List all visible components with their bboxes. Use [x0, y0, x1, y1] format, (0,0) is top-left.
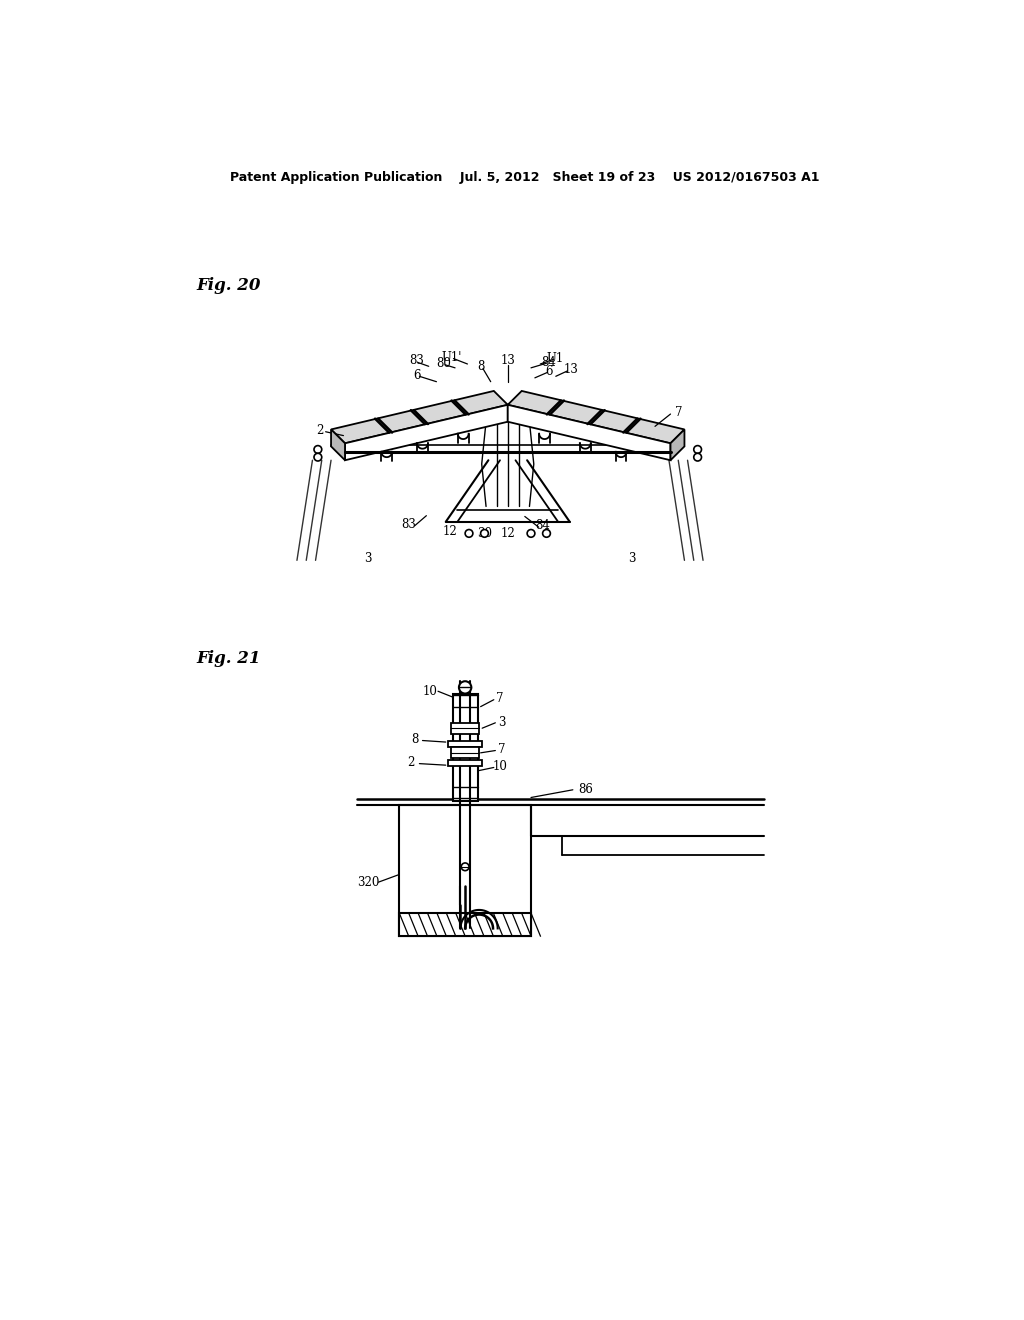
Text: 3: 3: [365, 552, 372, 565]
Polygon shape: [345, 405, 508, 461]
Text: 13: 13: [501, 354, 515, 367]
Text: 30: 30: [477, 527, 492, 540]
Polygon shape: [399, 805, 531, 936]
Text: 83: 83: [409, 354, 424, 367]
Text: Fig. 20: Fig. 20: [197, 277, 261, 294]
Text: 13: 13: [564, 363, 579, 376]
Circle shape: [459, 681, 471, 693]
Polygon shape: [331, 429, 345, 461]
Text: 84: 84: [542, 356, 556, 370]
Text: Patent Application Publication    Jul. 5, 2012   Sheet 19 of 23    US 2012/01675: Patent Application Publication Jul. 5, 2…: [230, 172, 819, 185]
Text: 8: 8: [411, 733, 419, 746]
Text: 10: 10: [423, 685, 437, 698]
Polygon shape: [671, 429, 684, 461]
Polygon shape: [452, 723, 479, 734]
Circle shape: [461, 863, 469, 871]
Polygon shape: [452, 747, 479, 758]
Polygon shape: [331, 391, 508, 444]
Text: 3: 3: [498, 715, 505, 729]
Circle shape: [314, 453, 322, 461]
Circle shape: [480, 529, 488, 537]
Text: Fig. 21: Fig. 21: [197, 651, 261, 668]
Polygon shape: [453, 693, 477, 801]
Circle shape: [543, 529, 550, 537]
Circle shape: [465, 529, 473, 537]
Text: 3: 3: [628, 552, 636, 565]
Polygon shape: [449, 741, 482, 747]
Circle shape: [693, 453, 701, 461]
Text: 8: 8: [477, 360, 484, 372]
Text: 7: 7: [497, 693, 504, 705]
Polygon shape: [508, 391, 684, 444]
Text: U1: U1: [547, 352, 563, 366]
Text: 84: 84: [536, 519, 550, 532]
Text: 12: 12: [442, 525, 457, 539]
Polygon shape: [508, 405, 671, 461]
Text: 7: 7: [498, 743, 505, 756]
Text: 12: 12: [501, 527, 515, 540]
Circle shape: [527, 529, 535, 537]
Text: 6: 6: [414, 370, 421, 381]
Text: 2: 2: [408, 756, 415, 770]
Polygon shape: [449, 760, 482, 766]
Text: 83: 83: [401, 517, 416, 531]
Text: 10: 10: [493, 760, 508, 774]
Circle shape: [314, 446, 322, 453]
Text: 320: 320: [357, 875, 380, 888]
Text: U1': U1': [441, 351, 462, 363]
Text: 2: 2: [673, 441, 680, 454]
Circle shape: [693, 446, 701, 453]
Text: 7: 7: [675, 407, 682, 418]
Polygon shape: [399, 913, 531, 936]
Text: 80: 80: [436, 358, 451, 371]
Text: 86: 86: [578, 783, 593, 796]
Text: 6: 6: [545, 366, 553, 379]
Text: 2: 2: [316, 424, 324, 437]
